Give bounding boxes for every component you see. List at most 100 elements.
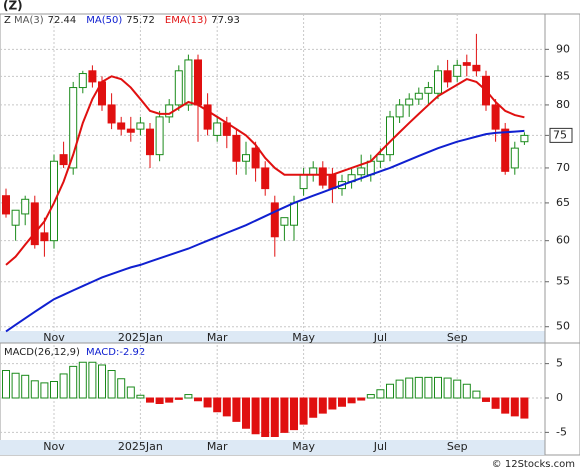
candle-body	[242, 154, 250, 162]
price-axis-panel	[544, 13, 580, 346]
macd-bar	[21, 374, 30, 399]
candle-body	[520, 134, 529, 143]
macd-bar	[318, 397, 327, 414]
macd-bar	[328, 397, 337, 410]
x-tick-label: 2025Jan	[118, 331, 163, 344]
macd-bar	[309, 397, 318, 418]
macd-bar	[299, 397, 308, 425]
macd-bar	[136, 394, 145, 399]
candle-body	[366, 160, 375, 176]
candle-body	[136, 122, 145, 130]
candle-body	[30, 202, 39, 246]
candle-body	[405, 98, 414, 106]
macd-bar	[107, 370, 116, 399]
candle-body	[328, 174, 337, 190]
macd-bar	[78, 361, 87, 399]
macd-bar	[376, 389, 385, 399]
y-tick-label: 70	[556, 161, 570, 174]
candle-body	[280, 217, 289, 226]
y-tick-label: 0	[556, 391, 563, 404]
macd-bar	[174, 397, 183, 400]
candle-body	[424, 87, 433, 94]
candle-body	[462, 62, 471, 66]
macd-bar	[40, 382, 49, 399]
macd-bar	[30, 380, 39, 399]
macd-bar	[434, 376, 442, 399]
y-tick-label: 65	[556, 196, 570, 209]
y-tick-label: 5	[556, 357, 563, 370]
macd-bar	[11, 372, 20, 399]
candle-body	[376, 154, 385, 162]
macd-bar	[251, 397, 260, 435]
candle-body	[453, 64, 462, 77]
macd-bar	[357, 397, 366, 401]
macd-bar	[270, 397, 279, 437]
candle-body	[395, 104, 404, 118]
candle-body	[126, 128, 135, 133]
y-tick-label: 90	[556, 42, 570, 55]
candle-body	[309, 167, 318, 176]
macd-bar	[155, 397, 164, 404]
candle-body	[78, 73, 87, 89]
candle-body	[232, 134, 241, 162]
macd-bar	[280, 397, 289, 433]
macd-bar	[510, 397, 519, 417]
legend-value: 72.44	[48, 15, 77, 26]
macd-bar	[462, 383, 471, 399]
candle-body	[184, 59, 193, 106]
macd-bar	[184, 394, 193, 399]
macd-bar	[472, 390, 481, 399]
macd-bar	[414, 376, 423, 399]
candle-body	[155, 116, 164, 156]
candle-body	[270, 202, 279, 238]
candle-body	[414, 92, 423, 100]
y-tick-label: -5	[556, 425, 567, 438]
macd-bar	[242, 397, 250, 429]
candle-body	[59, 154, 68, 166]
macd-bar	[520, 397, 529, 419]
x-tick-label: Sep	[447, 331, 468, 344]
legend-name: MA(3)	[14, 15, 44, 26]
macd-x-band	[0, 440, 545, 455]
y-tick-label: 80	[556, 98, 570, 111]
legend-value: 75.72	[126, 15, 155, 26]
chart-title: (Z)	[3, 0, 23, 13]
x-tick-label: Sep	[447, 440, 468, 453]
x-tick-label: Mar	[207, 440, 228, 453]
macd-bar	[482, 397, 490, 402]
macd-bar	[405, 377, 414, 399]
candle-body	[472, 64, 481, 72]
x-tick-label: Jul	[373, 331, 387, 344]
y-tick-label: 85	[556, 69, 570, 82]
candle-body	[88, 70, 97, 83]
y-tick-label: 60	[556, 234, 570, 247]
macd-axis-panel	[544, 342, 580, 456]
y-tick-label: 50	[556, 320, 570, 333]
macd-bar	[2, 370, 10, 399]
candle-body	[194, 59, 202, 106]
candle-body	[203, 104, 212, 130]
candle-body	[386, 116, 394, 156]
macd-bar	[261, 397, 270, 437]
candle-body	[146, 128, 154, 156]
legend-name: MA(50)	[86, 15, 122, 26]
legend-name: EMA(13)	[165, 15, 207, 26]
macd-bar	[98, 364, 106, 399]
macd-bar	[443, 377, 452, 399]
candle-body	[165, 104, 174, 118]
macd-bar	[366, 394, 375, 399]
indicator-line	[5, 75, 525, 266]
x-tick-label: Nov	[43, 331, 65, 344]
macd-bar	[290, 397, 298, 431]
candle-body	[261, 167, 270, 190]
macd-bar	[126, 386, 135, 399]
candle-body	[443, 70, 452, 83]
x-tick-label: May	[292, 331, 315, 344]
macd-bar	[50, 381, 58, 399]
macd-bar	[222, 397, 231, 417]
macd-bar	[395, 379, 404, 399]
macd-bar	[424, 376, 433, 399]
x-tick-label: 2025Jan	[118, 440, 163, 453]
candle-body	[40, 232, 49, 242]
